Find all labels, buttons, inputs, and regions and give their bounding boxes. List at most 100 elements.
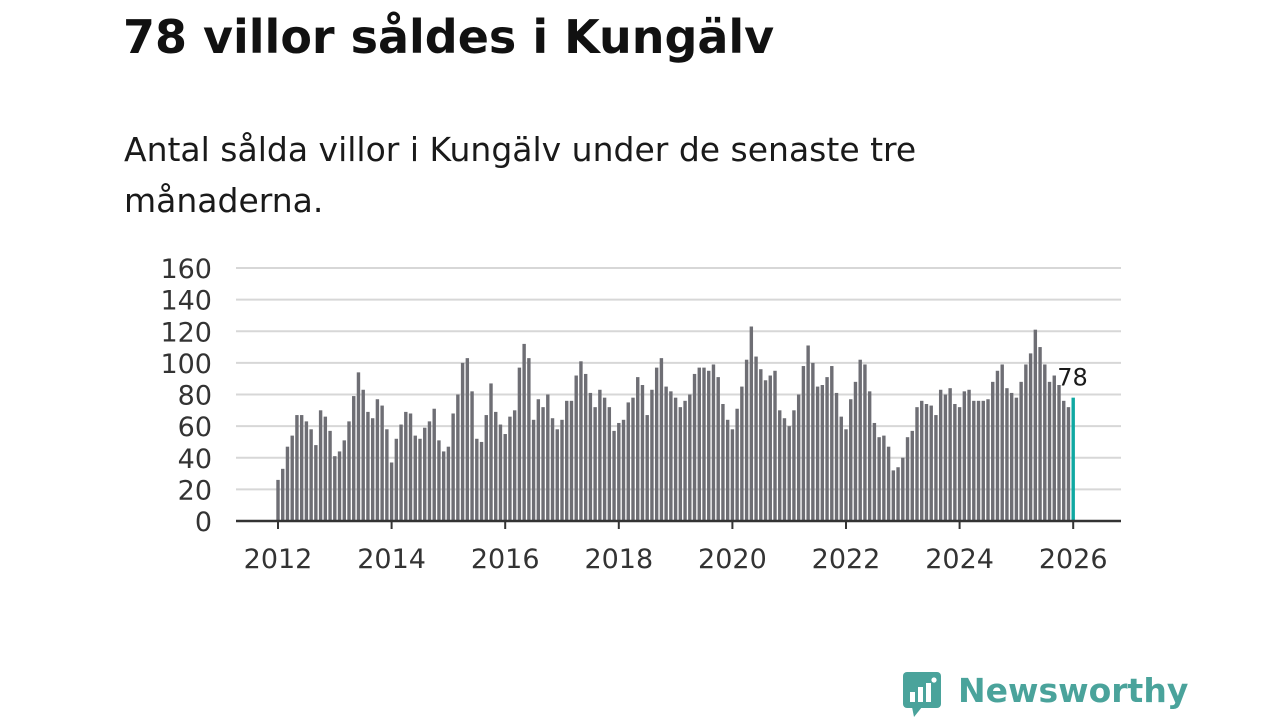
- bar: [617, 422, 621, 521]
- bar: [877, 437, 881, 521]
- bar: [796, 394, 801, 521]
- bar: [404, 411, 408, 521]
- y-tick-label: 0: [195, 507, 212, 538]
- bar: [446, 446, 451, 521]
- bar: [579, 361, 583, 521]
- bar: [1005, 388, 1009, 521]
- bar: [309, 429, 313, 521]
- bar: [740, 386, 744, 521]
- bar: [531, 419, 536, 521]
- bar: [811, 362, 815, 522]
- x-tick-label: 2014: [357, 544, 426, 575]
- bar: [953, 403, 957, 521]
- bar: [465, 358, 470, 521]
- bar: [418, 438, 422, 521]
- bar: [763, 380, 768, 521]
- bar: [318, 410, 323, 521]
- bar: [669, 391, 673, 521]
- bar: [867, 391, 872, 521]
- y-tick-label: 140: [160, 286, 212, 317]
- bar: [546, 394, 550, 521]
- bar: [735, 408, 739, 521]
- bar: [370, 418, 375, 521]
- bar: [792, 410, 796, 521]
- bar: [967, 389, 971, 521]
- bar: [673, 397, 678, 521]
- bar: [536, 399, 541, 521]
- bar: [560, 419, 564, 521]
- bar: [375, 399, 380, 521]
- bar: [654, 367, 659, 521]
- bar: [650, 389, 654, 521]
- bar: [905, 437, 910, 521]
- bar: [938, 389, 943, 521]
- bar: [479, 441, 484, 521]
- bar: [423, 427, 427, 521]
- bar: [408, 413, 413, 521]
- chart-subtitle: Antal sålda villor i Kungälv under de se…: [124, 130, 917, 220]
- bar: [1043, 364, 1047, 521]
- bar: [934, 415, 938, 521]
- newsworthy-logo-icon: [903, 672, 941, 717]
- bar: [995, 370, 1000, 521]
- bar: [721, 403, 725, 521]
- bar: [347, 421, 351, 521]
- bar: [555, 429, 559, 521]
- bar: [972, 400, 976, 521]
- bar: [352, 396, 356, 521]
- bar: [636, 377, 640, 521]
- bar: [1014, 397, 1019, 521]
- bar: [830, 366, 834, 521]
- bar: [437, 440, 441, 521]
- bar: [598, 389, 602, 521]
- bar: [527, 358, 531, 521]
- bar: [773, 370, 777, 521]
- bar: [470, 391, 474, 521]
- bar: [593, 407, 597, 521]
- bar: [844, 429, 848, 521]
- newsworthy-logo: Newsworthy: [902, 670, 1188, 720]
- bar: [299, 415, 304, 521]
- bar: [413, 435, 417, 521]
- y-tick-label: 80: [178, 381, 212, 412]
- bar: [853, 381, 858, 521]
- x-tick-label: 2018: [584, 544, 653, 575]
- bar: [664, 386, 668, 521]
- bar: [768, 375, 772, 521]
- bar: [522, 343, 526, 521]
- bar: [834, 392, 839, 521]
- bar: [976, 400, 981, 521]
- x-tick-label: 2016: [471, 544, 540, 575]
- bar: [1071, 397, 1075, 521]
- bar: [626, 402, 630, 521]
- bar: [806, 345, 810, 521]
- bar: [314, 445, 318, 521]
- x-tick-label: 2012: [244, 544, 313, 575]
- bar: [494, 411, 498, 521]
- bar: [915, 407, 919, 521]
- bar: [891, 470, 896, 521]
- bar: [697, 367, 701, 521]
- bar: [380, 405, 384, 521]
- bar: [503, 434, 507, 521]
- bar: [1000, 364, 1004, 521]
- bar: [640, 385, 645, 521]
- bar: [328, 430, 332, 521]
- bar: [702, 367, 706, 521]
- bar: [517, 367, 522, 521]
- bar: [948, 388, 952, 521]
- y-tick-label: 60: [178, 412, 212, 443]
- bar: [991, 381, 995, 521]
- bar: [872, 422, 877, 521]
- bar: [1009, 392, 1014, 521]
- bar: [460, 362, 465, 522]
- bar: [588, 392, 593, 521]
- bar-value-label: 78: [1057, 364, 1088, 392]
- bar: [659, 358, 664, 521]
- bar: [1038, 347, 1042, 521]
- bar: [489, 383, 493, 521]
- bar: [356, 372, 361, 521]
- bar: [901, 457, 905, 521]
- x-tick-label: 2024: [925, 544, 994, 575]
